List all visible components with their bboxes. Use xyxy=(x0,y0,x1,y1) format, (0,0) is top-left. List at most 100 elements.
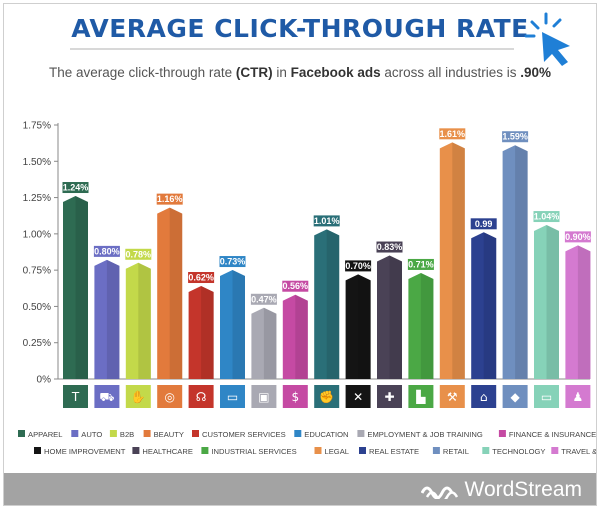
value-label: 0.83% xyxy=(377,242,403,252)
medical-kit-icon xyxy=(377,385,402,408)
value-label-bg xyxy=(439,128,466,140)
legend-swatch xyxy=(192,430,199,437)
briefcase-icon xyxy=(251,385,277,408)
shirt-icon-glyph: T xyxy=(71,390,80,404)
headset-icon-glyph: ☊ xyxy=(196,390,207,404)
legend-swatch xyxy=(432,447,440,454)
legend-swatch xyxy=(143,430,151,437)
value-label: 0.47% xyxy=(251,294,277,304)
mirror-icon-glyph: ◎ xyxy=(164,390,174,404)
y-tick-label: 1.25% xyxy=(23,193,51,204)
factory-icon xyxy=(408,385,434,408)
value-label: 1.24% xyxy=(63,183,89,193)
legend-label: HOME IMPROVEMENT xyxy=(44,447,126,456)
house-icon-glyph: ⌂ xyxy=(480,390,488,404)
legend-swatch xyxy=(71,430,79,437)
legend-swatch xyxy=(109,430,117,437)
legend-label: FINANCE & INSURANCE xyxy=(509,430,596,439)
value-label: 0.71% xyxy=(408,259,434,269)
y-tick-label: 0.75% xyxy=(23,266,51,277)
subtitle: The average click-through rate (CTR) in … xyxy=(49,65,551,80)
laptop-icon xyxy=(534,385,559,408)
legend-label: RETAIL xyxy=(443,447,469,456)
value-label-bg xyxy=(62,182,89,194)
bar-shade xyxy=(138,262,151,379)
suitcase-icon-glyph: ♟ xyxy=(573,390,584,404)
value-label-bg xyxy=(282,280,309,292)
bar-shade xyxy=(295,294,308,379)
value-label: 0.56% xyxy=(283,281,309,291)
y-tick-label: 1.75% xyxy=(23,121,51,132)
value-label: 0.99 xyxy=(475,219,493,229)
y-tick-label: 0.50% xyxy=(23,302,51,313)
legend-swatch xyxy=(314,447,322,454)
value-label: 0.62% xyxy=(188,273,214,283)
bar-chart: 0% 0.25% 0.50% 0.75% 1.00% 1.25% 1.50% 1.75% 1.2… xyxy=(18,121,596,456)
legend-swatch xyxy=(482,447,490,454)
bar-shade xyxy=(577,245,591,379)
bar-shade xyxy=(546,225,559,379)
value-label: 0.70% xyxy=(345,261,371,271)
value-label-bg xyxy=(125,248,152,260)
cursor-click-icon xyxy=(524,12,570,66)
value-label-bg xyxy=(188,272,215,284)
bar-shade xyxy=(232,270,245,379)
house-icon xyxy=(471,385,497,408)
value-label-bg xyxy=(407,258,434,270)
bar-shade xyxy=(389,255,402,379)
gavel-icon-glyph: ⚒ xyxy=(447,390,458,404)
bar-shade xyxy=(169,207,183,379)
legend-label: REAL ESTATE xyxy=(369,447,419,456)
value-label-bg xyxy=(564,231,591,243)
value-label: 0.90% xyxy=(565,232,591,242)
suitcase-icon xyxy=(565,385,591,408)
car-icon-glyph: ⛟ xyxy=(99,390,114,404)
factory-icon-glyph: ▙ xyxy=(415,389,426,404)
briefcase-icon-glyph: ▣ xyxy=(258,390,269,404)
price-tag-icon xyxy=(502,385,528,408)
handshake-icon xyxy=(125,385,151,408)
car-icon xyxy=(94,385,120,408)
value-label-bg xyxy=(470,218,497,230)
wordstream-wave-icon xyxy=(420,486,458,499)
money-bag-icon xyxy=(282,385,308,408)
value-label-bg xyxy=(502,131,529,143)
value-label: 1.61% xyxy=(440,129,466,139)
bar-shade xyxy=(106,259,120,379)
laptop-icon-glyph: ▭ xyxy=(541,390,552,404)
legend-swatch xyxy=(498,430,506,437)
value-label: 1.59% xyxy=(502,132,528,142)
legend-label: APPAREL xyxy=(28,430,62,439)
bar-shade xyxy=(326,229,340,379)
value-label: 1.04% xyxy=(534,212,560,222)
legend-label: TRAVEL & HOSPITALITY xyxy=(561,447,596,456)
legend-swatch xyxy=(34,447,41,454)
book-icon-glyph: ▭ xyxy=(227,390,238,404)
bar-shade xyxy=(201,286,214,379)
book-icon xyxy=(220,385,245,408)
value-label: 0.73% xyxy=(220,257,246,267)
legend-label: TECHNOLOGY xyxy=(492,447,545,456)
legend-label: B2B xyxy=(120,430,134,439)
legend-label: EDUCATION xyxy=(304,430,348,439)
gavel-icon xyxy=(439,385,465,408)
value-label-bg xyxy=(93,245,120,257)
legend-label: BEAUTY xyxy=(154,430,184,439)
y-tick-label: 0% xyxy=(37,375,52,386)
mirror-icon xyxy=(157,385,183,408)
bar-shade xyxy=(263,307,277,379)
price-tag-icon-glyph: ◆ xyxy=(510,390,520,404)
y-tick-label: 1.50% xyxy=(23,157,51,168)
legend-swatch xyxy=(359,447,366,454)
bar-shade xyxy=(452,142,465,379)
money-bag-icon-glyph: $ xyxy=(291,390,299,404)
bicep-icon-glyph: ✊ xyxy=(319,390,334,404)
value-label: 1.01% xyxy=(314,216,340,226)
legend-label: HEALTHCARE xyxy=(142,447,193,456)
brand-logo: WordStream xyxy=(420,478,582,502)
footer-bar: WordStream xyxy=(4,473,596,505)
shirt-icon xyxy=(63,385,88,408)
legend-swatch xyxy=(132,447,140,454)
y-tick-label: 0.25% xyxy=(23,338,51,349)
bar-shade xyxy=(483,232,497,379)
